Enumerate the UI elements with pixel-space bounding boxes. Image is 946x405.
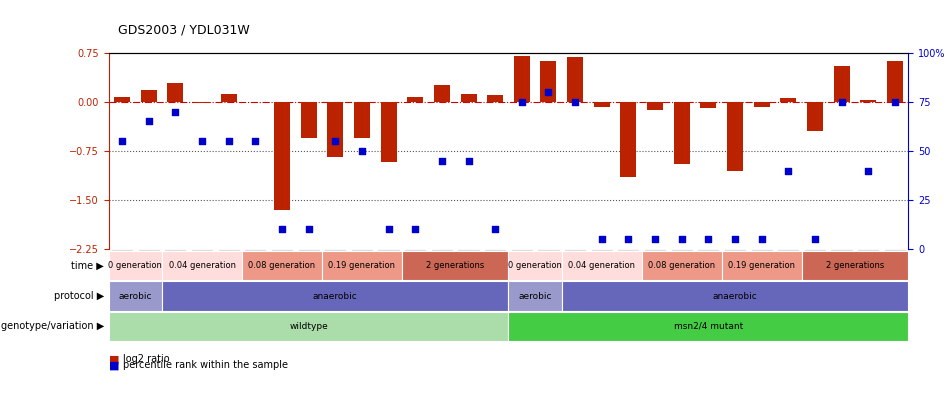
Text: ■: ■ <box>109 360 119 370</box>
Bar <box>780 98 797 102</box>
Point <box>515 98 530 105</box>
Point <box>195 138 210 144</box>
Bar <box>327 102 343 158</box>
Bar <box>220 94 236 102</box>
Text: 0.19 generation: 0.19 generation <box>328 261 395 270</box>
Point <box>754 236 769 243</box>
Text: log2 ratio: log2 ratio <box>123 354 169 364</box>
Bar <box>167 83 184 102</box>
Text: GDS2003 / YDL031W: GDS2003 / YDL031W <box>118 23 250 36</box>
Bar <box>461 94 477 102</box>
Bar <box>833 66 850 102</box>
Text: 0.04 generation: 0.04 generation <box>168 261 236 270</box>
Point <box>701 236 716 243</box>
Text: 2 generations: 2 generations <box>826 261 884 270</box>
Point <box>887 98 902 105</box>
Bar <box>594 102 610 107</box>
Point <box>327 138 342 144</box>
Point <box>834 98 850 105</box>
Point <box>621 236 636 243</box>
Point <box>594 236 609 243</box>
Point <box>807 236 822 243</box>
Bar <box>647 102 663 110</box>
Bar <box>274 102 290 210</box>
Bar <box>194 102 210 103</box>
Point <box>780 167 796 174</box>
Text: anaerobic: anaerobic <box>712 292 758 301</box>
Bar <box>700 102 716 108</box>
Point <box>141 118 156 125</box>
Bar <box>727 102 743 171</box>
Text: wildtype: wildtype <box>289 322 328 331</box>
Bar <box>301 102 317 138</box>
Text: ■: ■ <box>109 354 119 364</box>
Point <box>674 236 690 243</box>
Text: time ▶: time ▶ <box>71 261 104 271</box>
Bar <box>567 57 583 102</box>
Bar <box>674 102 690 164</box>
Bar <box>621 102 637 177</box>
Bar <box>114 96 131 102</box>
Point <box>355 147 370 154</box>
Text: 2 generations: 2 generations <box>426 261 484 270</box>
Text: 0.08 generation: 0.08 generation <box>648 261 715 270</box>
Point <box>647 236 662 243</box>
Bar <box>754 102 770 107</box>
Point <box>487 226 502 232</box>
Point <box>221 138 236 144</box>
Bar <box>540 61 556 102</box>
Text: aerobic: aerobic <box>118 292 152 301</box>
Point <box>167 108 183 115</box>
Bar <box>514 56 530 102</box>
Text: anaerobic: anaerobic <box>313 292 358 301</box>
Text: genotype/variation ▶: genotype/variation ▶ <box>1 322 104 331</box>
Point <box>434 158 449 164</box>
Text: 0 generation: 0 generation <box>508 261 562 270</box>
Text: 0.04 generation: 0.04 generation <box>569 261 635 270</box>
Bar <box>487 95 503 102</box>
Bar <box>141 90 157 102</box>
Text: percentile rank within the sample: percentile rank within the sample <box>123 360 288 370</box>
Point <box>248 138 263 144</box>
Bar <box>407 96 423 102</box>
Bar <box>434 85 450 102</box>
Bar <box>807 102 823 131</box>
Text: 0.08 generation: 0.08 generation <box>249 261 316 270</box>
Text: msn2/4 mutant: msn2/4 mutant <box>674 322 743 331</box>
Point <box>114 138 130 144</box>
Point <box>541 89 556 95</box>
Point <box>301 226 316 232</box>
Point <box>461 158 476 164</box>
Bar <box>886 61 902 102</box>
Point <box>274 226 289 232</box>
Text: aerobic: aerobic <box>518 292 552 301</box>
Text: protocol ▶: protocol ▶ <box>54 291 104 301</box>
Bar <box>860 100 876 102</box>
Text: 0.19 generation: 0.19 generation <box>728 261 795 270</box>
Point <box>408 226 423 232</box>
Bar <box>380 102 396 162</box>
Point <box>861 167 876 174</box>
Bar <box>354 102 370 138</box>
Point <box>381 226 396 232</box>
Point <box>727 236 743 243</box>
Point <box>568 98 583 105</box>
Text: 0 generation: 0 generation <box>109 261 163 270</box>
